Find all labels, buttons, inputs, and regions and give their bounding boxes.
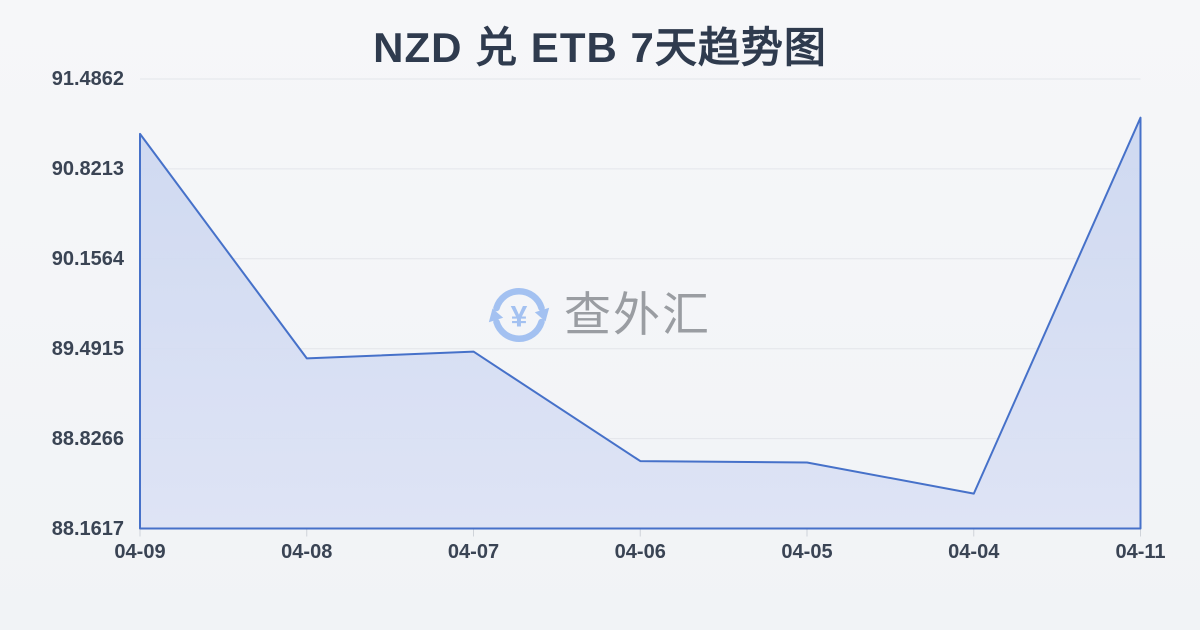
x-axis-tick-label: 04-11 <box>1115 541 1166 563</box>
y-axis-tick-label: 88.1617 <box>51 517 124 540</box>
x-axis-tick-label: 04-08 <box>281 541 333 563</box>
y-axis-tick-label: 91.4862 <box>51 68 124 90</box>
watermark: ¥ 查外汇 <box>487 283 711 347</box>
x-axis-tick-label: 04-05 <box>781 541 833 563</box>
yen-symbol: ¥ <box>511 301 528 334</box>
y-axis-tick-label: 90.8213 <box>51 157 124 180</box>
area-series <box>139 116 1142 530</box>
x-axis-tick-label: 04-06 <box>614 541 666 563</box>
x-axis-ticks <box>139 529 1141 537</box>
y-axis-tick-label: 88.8266 <box>51 427 124 450</box>
chart-title: NZD 兑 ETB 7天趋势图 <box>373 24 827 71</box>
y-axis-tick-label: 90.1564 <box>51 247 124 270</box>
watermark-text: 查外汇 <box>564 288 711 341</box>
y-axis-tick-label: 89.4915 <box>51 337 124 360</box>
x-axis-tick-label: 04-04 <box>948 541 1000 563</box>
x-axis-tick-label: 04-07 <box>447 541 500 563</box>
arrow-head-bottom <box>488 308 504 323</box>
arrow-head-top <box>534 307 550 322</box>
x-axis-tick-label: 04-09 <box>114 541 166 563</box>
currency-refresh-icon: ¥ <box>488 288 550 342</box>
